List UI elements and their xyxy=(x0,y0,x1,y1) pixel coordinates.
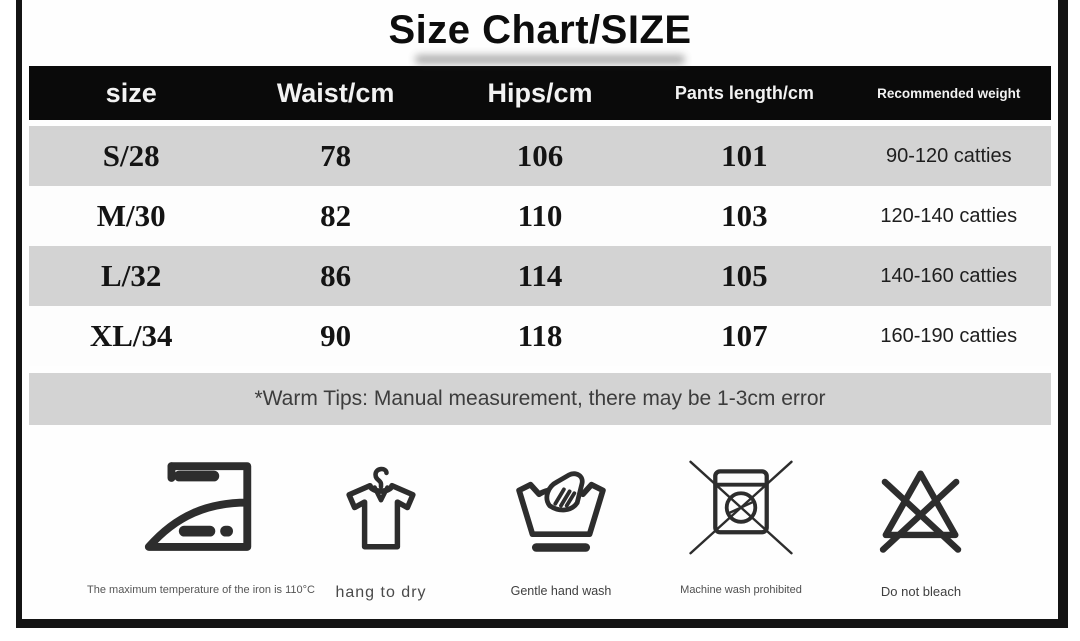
do-not-bleach-icon xyxy=(877,456,965,560)
care-caption: Gentle hand wash xyxy=(510,584,612,598)
cell-hips: 110 xyxy=(517,198,563,233)
table-row: XL/34 90 118 107 160-190 catties xyxy=(29,306,1051,366)
care-item-hand-wash: Gentle hand wash xyxy=(471,456,651,602)
cell-weight: 90-120 catties xyxy=(885,144,1012,167)
cell-pants-length: 103 xyxy=(721,198,768,233)
cell-hips: 118 xyxy=(517,318,563,353)
cell-waist: 90 xyxy=(320,318,352,353)
care-item-no-machine-wash: Machine wash prohibited xyxy=(651,456,831,602)
care-caption: hang to dry xyxy=(335,584,427,601)
care-caption: Do not bleach xyxy=(880,584,962,599)
size-table: size Waist/cm Hips/cm Pants length/cm Re… xyxy=(29,66,1051,425)
cell-size: S/28 xyxy=(102,138,160,173)
gentle-hand-wash-icon xyxy=(513,456,609,560)
size-chart-image: Size Chart/SIZE size Waist/cm Hips/cm Pa… xyxy=(16,0,1068,628)
cell-hips: 114 xyxy=(517,258,563,293)
care-item-hang-dry: hang to dry xyxy=(291,456,471,602)
title-ghost-artifact xyxy=(415,55,685,64)
header-cell-hips: Hips/cm xyxy=(487,77,593,108)
care-item-iron: The maximum temperature of the iron is 1… xyxy=(87,456,315,602)
warm-tips-note: *Warm Tips: Manual measurement, there ma… xyxy=(29,373,1051,425)
cell-pants-length: 105 xyxy=(721,258,768,293)
care-caption: The maximum temperature of the iron is 1… xyxy=(87,584,315,596)
header-cell-recommended-weight: Recommended weight xyxy=(877,85,1021,101)
table-row: M/30 82 110 103 120-140 catties xyxy=(29,186,1051,246)
care-instructions: The maximum temperature of the iron is 1… xyxy=(87,456,1011,602)
table-header-row: size Waist/cm Hips/cm Pants length/cm Re… xyxy=(29,66,1051,120)
iron-max-temp-icon xyxy=(137,456,265,560)
cell-waist: 82 xyxy=(320,198,352,233)
cell-size: M/30 xyxy=(96,198,166,233)
header-cell-size: size xyxy=(105,77,157,108)
cell-waist: 86 xyxy=(320,258,352,293)
header-cell-pants-length: Pants length/cm xyxy=(674,82,814,103)
cell-waist: 78 xyxy=(320,138,352,173)
machine-wash-prohibited-icon xyxy=(678,456,804,560)
care-caption: Machine wash prohibited xyxy=(680,584,802,596)
table-row: L/32 86 114 105 140-160 catties xyxy=(29,246,1051,306)
cell-pants-length: 107 xyxy=(721,318,768,353)
page-title: Size Chart/SIZE xyxy=(388,8,692,52)
cell-weight: 140-160 catties xyxy=(880,264,1018,287)
cell-pants-length: 101 xyxy=(721,138,768,173)
cell-size: L/32 xyxy=(101,258,162,293)
table-row: S/28 78 106 101 90-120 catties xyxy=(29,126,1051,186)
cell-weight: 120-140 catties xyxy=(880,204,1018,227)
cell-weight: 160-190 catties xyxy=(880,324,1018,347)
care-item-no-bleach: Do not bleach xyxy=(831,456,1011,602)
cell-size: XL/34 xyxy=(89,318,173,353)
header-cell-waist: Waist/cm xyxy=(276,77,395,108)
hang-to-dry-icon xyxy=(340,456,422,560)
cell-hips: 106 xyxy=(516,138,564,173)
